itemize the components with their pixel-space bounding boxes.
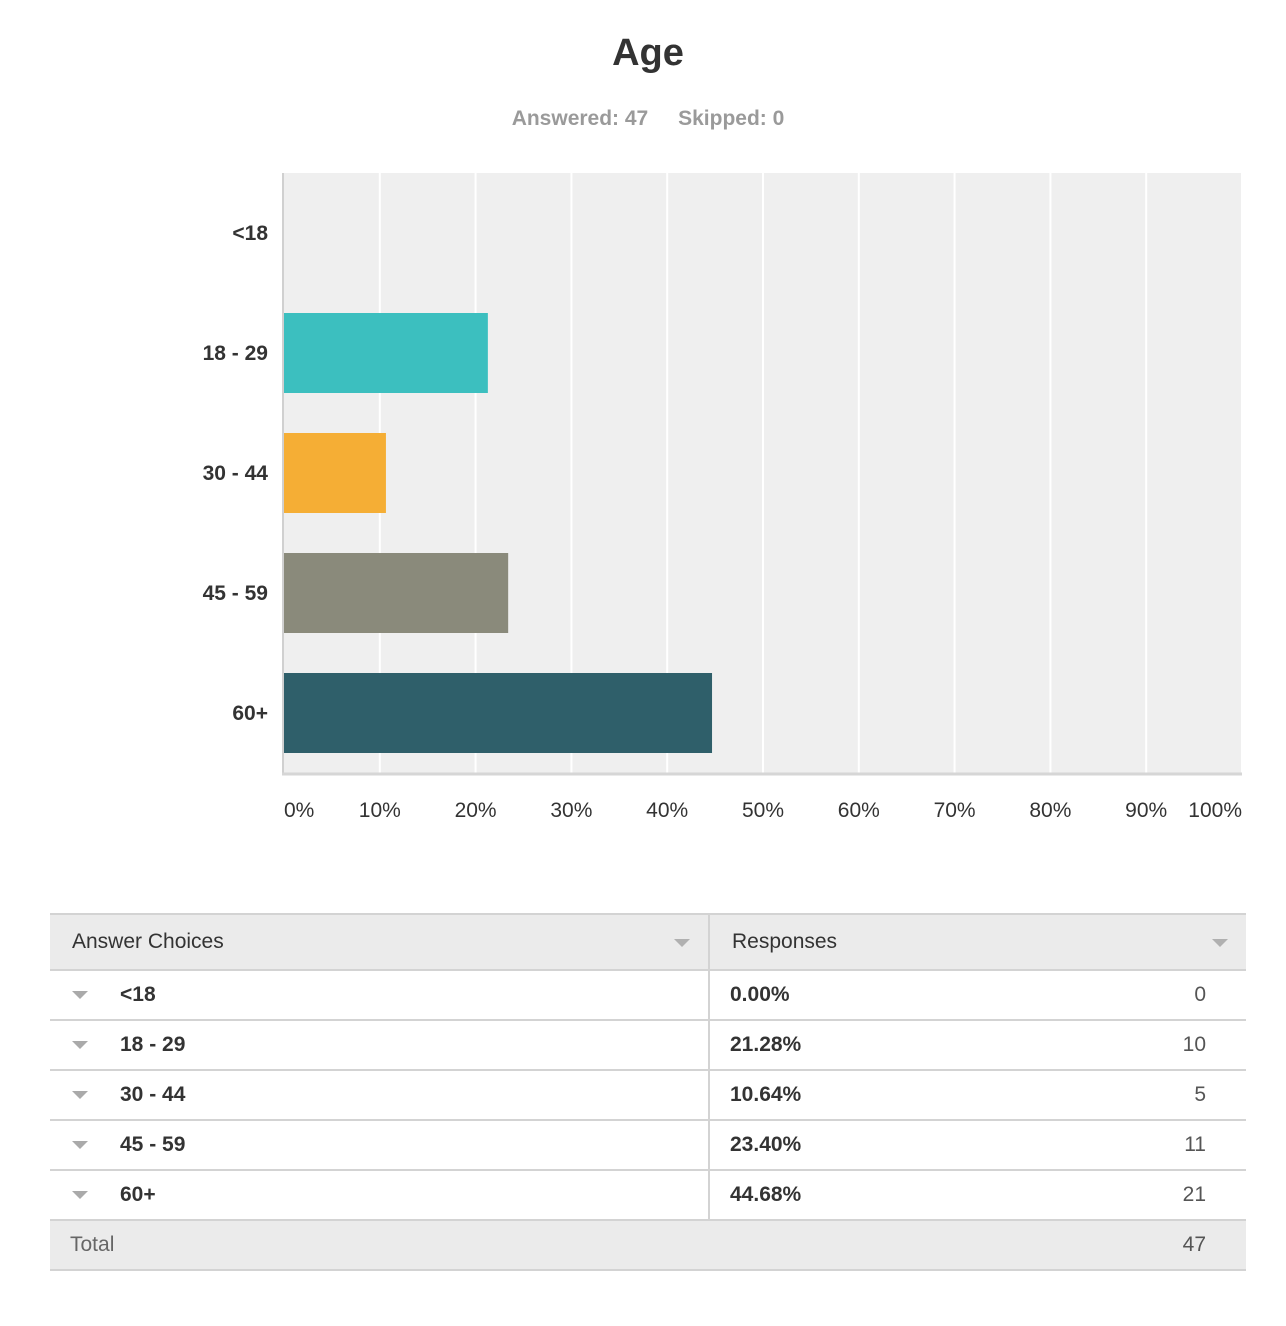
- response-count: 21: [1182, 1183, 1206, 1206]
- total-label: Total: [50, 1220, 978, 1271]
- category-label: <18: [232, 222, 268, 245]
- bar-chart: <18 18 - 29 30 - 44 45 - 59 60+ 0% 10% 20% 30% 40…: [203, 173, 1243, 822]
- response-count: 5: [1194, 1083, 1206, 1106]
- response-percent: 10.64%: [709, 1070, 978, 1121]
- choice-label: 30 - 44: [120, 1083, 186, 1106]
- x-tick-label: 20%: [455, 799, 497, 822]
- skipped-count: Skipped: 0: [678, 107, 785, 130]
- expand-icon[interactable]: [72, 1091, 88, 1100]
- choice-label: 45 - 59: [120, 1133, 186, 1156]
- sort-icon[interactable]: [674, 939, 690, 947]
- total-row: Total 47: [50, 1220, 1246, 1271]
- sort-icon[interactable]: [1212, 939, 1228, 947]
- responses-table: Answer Choices Responses <18 0.00% 0 18 …: [50, 913, 1246, 1271]
- table-row: 18 - 29 21.28% 10: [50, 1020, 1246, 1071]
- responses-header[interactable]: Responses: [709, 913, 1246, 971]
- x-tick-label: 30%: [550, 799, 592, 822]
- choice-label: <18: [120, 983, 156, 1006]
- responses-header-label: Responses: [732, 930, 838, 953]
- x-tick-label: 80%: [1029, 799, 1071, 822]
- x-tick-label: 50%: [742, 799, 784, 822]
- response-percent: 23.40%: [709, 1120, 978, 1171]
- expand-icon[interactable]: [72, 991, 88, 1000]
- response-count: 11: [1184, 1133, 1206, 1156]
- bar: [284, 313, 488, 393]
- total-value: 47: [1182, 1233, 1206, 1256]
- x-tick-label: 70%: [934, 799, 976, 822]
- response-count: 10: [1182, 1033, 1206, 1056]
- bar: [284, 433, 386, 513]
- expand-icon[interactable]: [72, 1141, 88, 1150]
- answer-choices-header-label: Answer Choices: [72, 930, 224, 953]
- response-percent: 0.00%: [709, 970, 978, 1021]
- table-row: 45 - 59 23.40% 11: [50, 1120, 1246, 1171]
- x-tick-label: 10%: [359, 799, 401, 822]
- answer-choices-header[interactable]: Answer Choices: [50, 913, 710, 971]
- choice-label: 60+: [120, 1183, 156, 1206]
- table-row: 60+ 44.68% 21: [50, 1170, 1246, 1221]
- page-title: Age: [612, 32, 684, 74]
- expand-icon[interactable]: [72, 1191, 88, 1200]
- category-label: 18 - 29: [203, 342, 268, 365]
- x-tick-label: 100%: [1188, 799, 1242, 822]
- x-tick-label: 0%: [284, 799, 314, 822]
- table-row: <18 0.00% 0: [50, 970, 1246, 1021]
- choice-label: 18 - 29: [120, 1033, 186, 1056]
- x-tick-label: 60%: [838, 799, 880, 822]
- expand-icon[interactable]: [72, 1041, 88, 1050]
- bar: [284, 673, 713, 753]
- category-label: 30 - 44: [203, 462, 269, 485]
- response-summary: Answered: 47 Skipped: 0: [0, 107, 1286, 131]
- category-label: 60+: [232, 702, 268, 725]
- x-tick-label: 90%: [1125, 799, 1167, 822]
- answered-count: Answered: 47: [511, 107, 649, 130]
- response-percent: 21.28%: [709, 1020, 978, 1071]
- x-tick-label: 40%: [646, 799, 688, 822]
- bar: [284, 553, 509, 633]
- response-percent: 44.68%: [709, 1170, 978, 1221]
- response-count: 0: [1194, 983, 1206, 1006]
- category-label: 45 - 59: [203, 582, 268, 605]
- table-row: 30 - 44 10.64% 5: [50, 1070, 1246, 1121]
